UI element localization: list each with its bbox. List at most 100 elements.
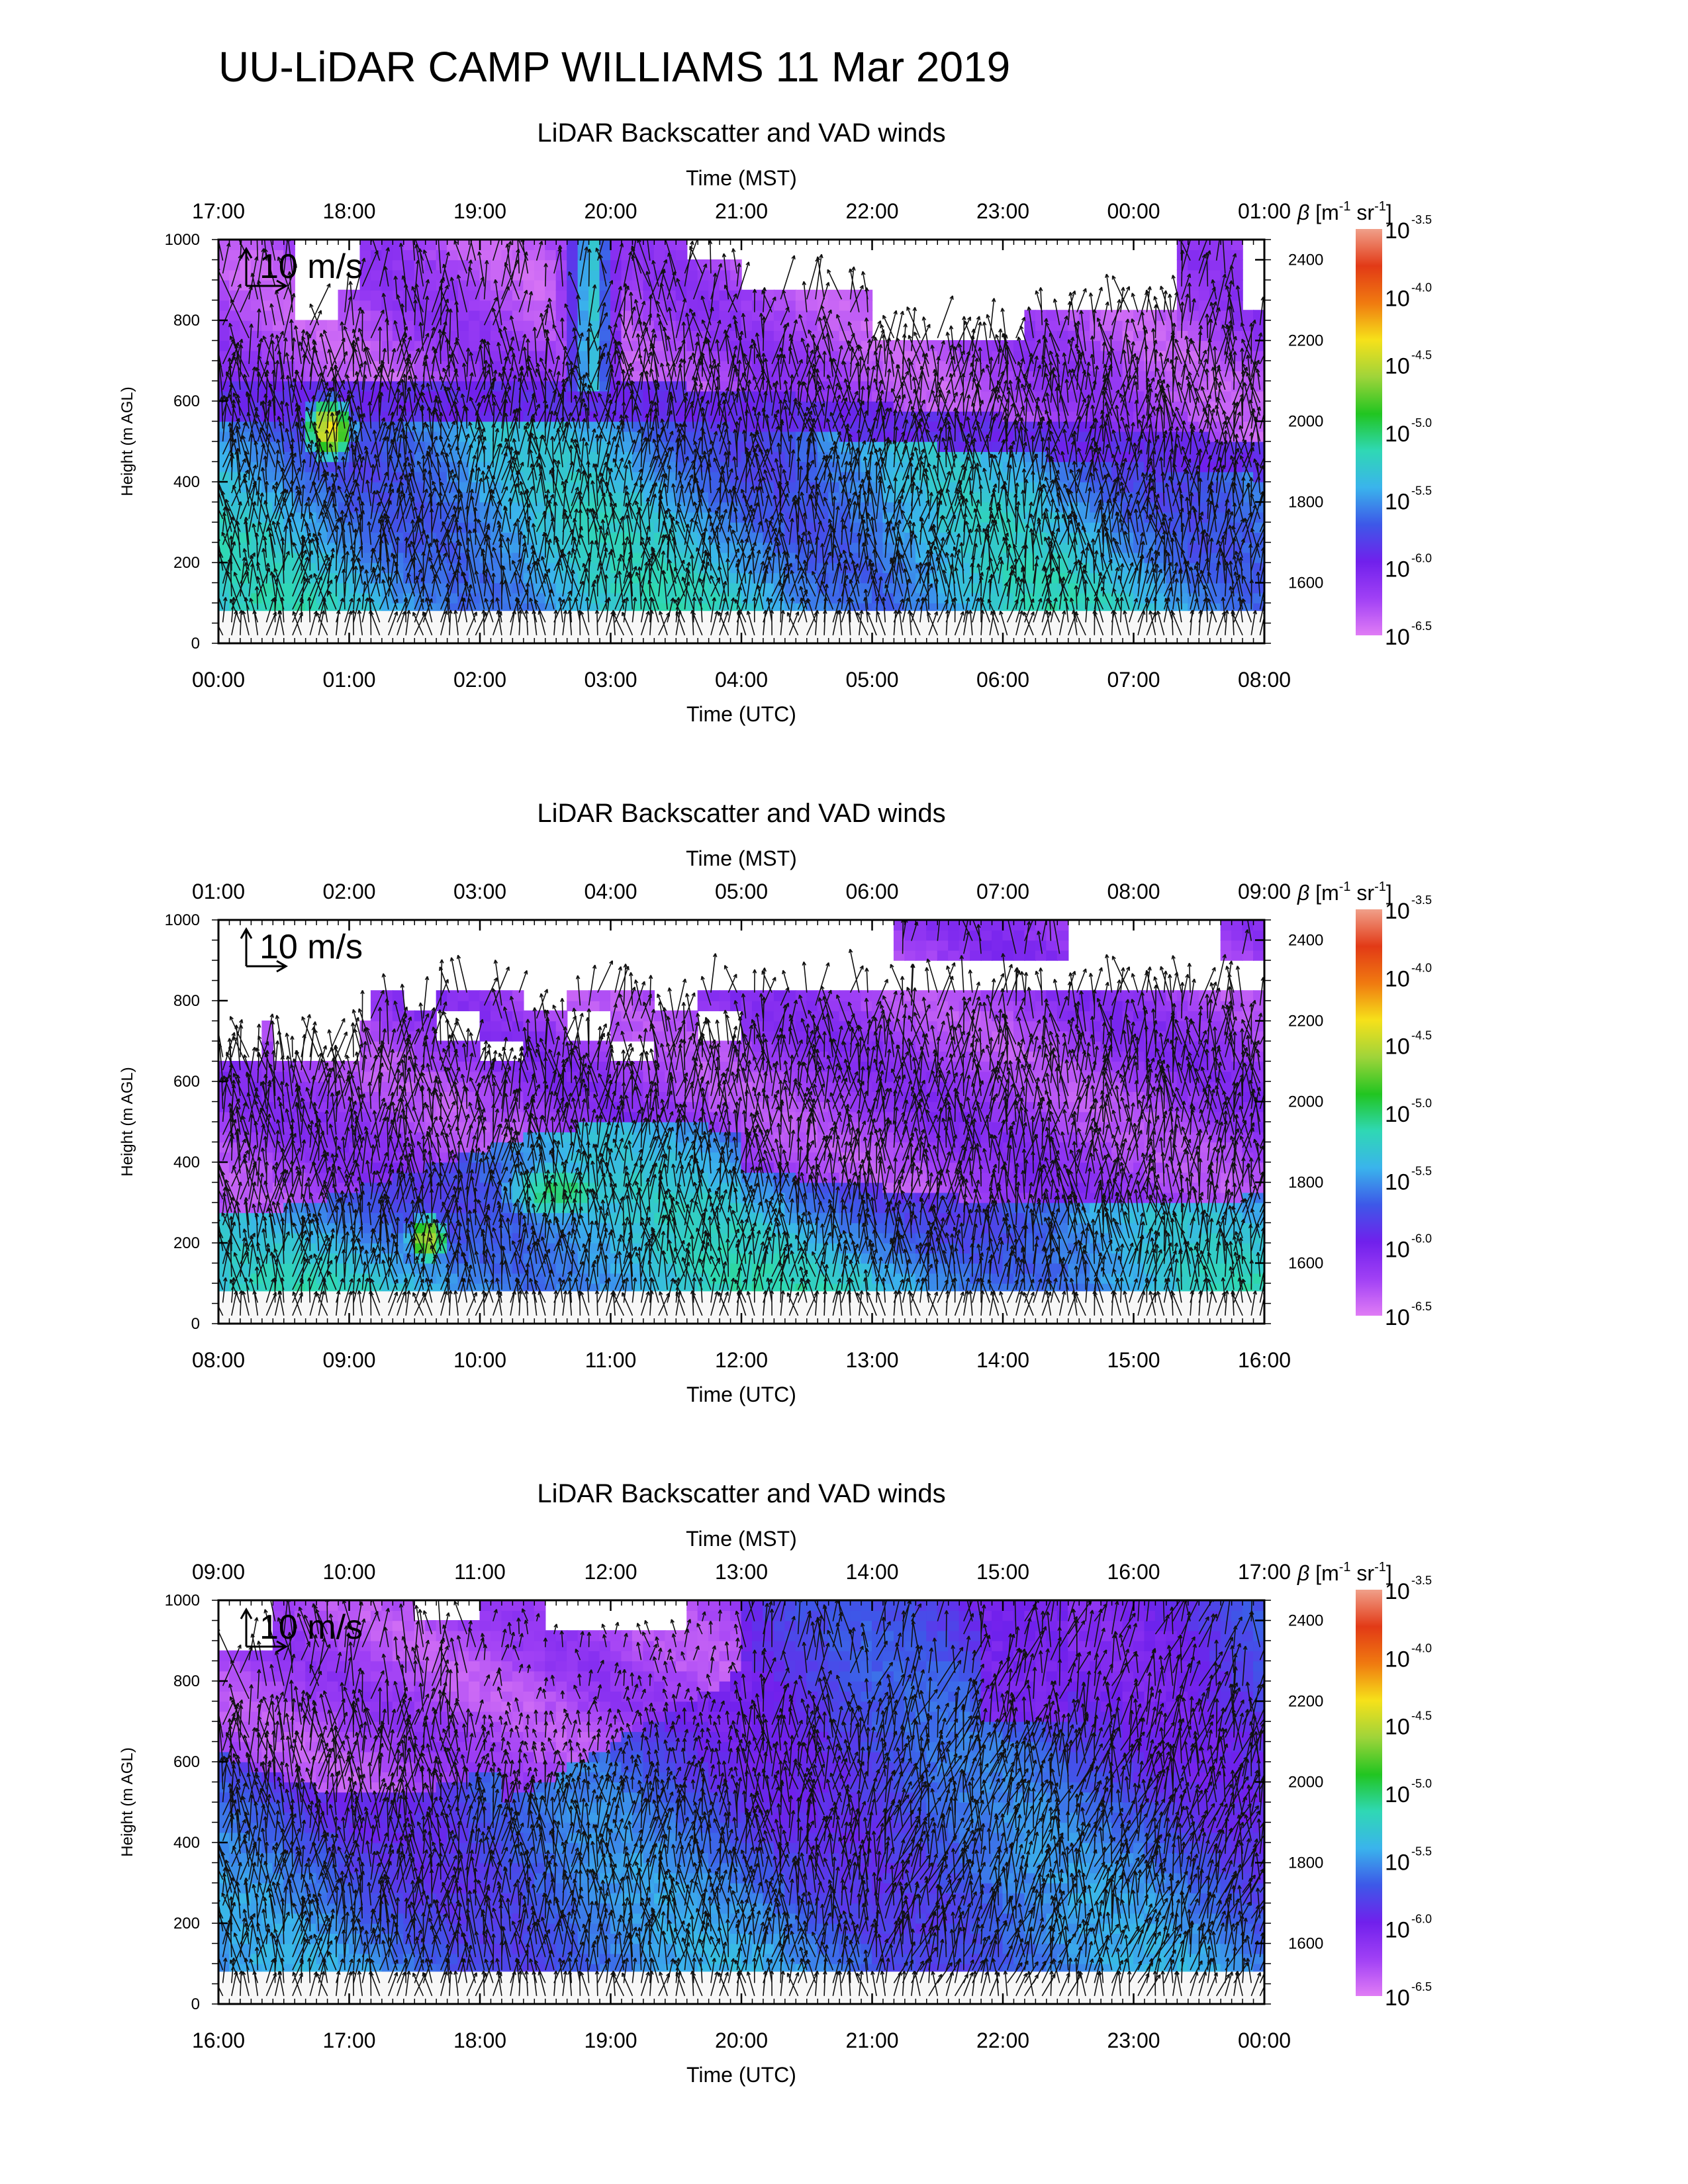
colorbar-label: β [m-1 sr-1] bbox=[1297, 1560, 1392, 1585]
right-tick-label: 2200 bbox=[1288, 1013, 1323, 1030]
left-tick-label: 600 bbox=[173, 392, 200, 410]
colorbar-tick-base: 10 bbox=[1385, 218, 1410, 244]
panel-1: LiDAR Backscatter and VAD winds Time (MST… bbox=[118, 118, 1432, 726]
left-tick-label: 400 bbox=[173, 1154, 200, 1171]
left-minor-ticks bbox=[212, 919, 218, 1324]
panel-title: LiDAR Backscatter and VAD winds bbox=[537, 799, 945, 828]
left-tick-label: 200 bbox=[173, 1915, 200, 1933]
bottom-tick-label: 23:00 bbox=[1107, 2028, 1160, 2052]
right-tick-label: 2000 bbox=[1288, 413, 1323, 431]
vad-wind-arrows bbox=[218, 1600, 1264, 1997]
bottom-tick-label: 21:00 bbox=[845, 2028, 898, 2052]
top-tick-label: 05:00 bbox=[715, 880, 768, 903]
vector-key-arrow bbox=[240, 927, 289, 973]
colorbar-label: β [m-1 sr-1] bbox=[1297, 199, 1392, 224]
bottom-tick-label: 03:00 bbox=[584, 668, 637, 692]
colorbar-tick-exponent: -6.5 bbox=[1411, 1300, 1432, 1313]
bottom-tick-label: 13:00 bbox=[845, 1348, 898, 1372]
top-axis-label: Time (MST) bbox=[686, 1527, 797, 1551]
bottom-tick-label: 05:00 bbox=[845, 668, 898, 692]
colorbar-tick-exponent: -6.0 bbox=[1411, 1913, 1432, 1926]
right-tick-label: 1600 bbox=[1288, 1935, 1323, 1953]
bottom-tick-label: 09:00 bbox=[322, 1348, 375, 1372]
bottom-tick-label: 10:00 bbox=[453, 1348, 506, 1372]
top-tick-label: 21:00 bbox=[715, 199, 768, 223]
left-axis-label: Height (m AGL) bbox=[118, 1067, 136, 1176]
top-tick-label: 12:00 bbox=[584, 1560, 637, 1584]
left-tick-label: 0 bbox=[191, 635, 200, 653]
bottom-tick-label: 11:00 bbox=[585, 1348, 637, 1372]
colorbar bbox=[1356, 1590, 1382, 1996]
vector-key-label: 10 m/s bbox=[259, 248, 363, 286]
right-tick-label: 2400 bbox=[1288, 251, 1323, 269]
colorbar-tick-base: 10 bbox=[1385, 1238, 1410, 1263]
colorbar-tick-exponent: -3.5 bbox=[1411, 1574, 1432, 1587]
bottom-tick-label: 04:00 bbox=[715, 668, 768, 692]
colorbar-tick-base: 10 bbox=[1385, 1918, 1410, 1943]
bottom-axis-label: Time (UTC) bbox=[686, 702, 796, 726]
top-tick-label: 01:00 bbox=[1238, 199, 1291, 223]
colorbar-tick-base: 10 bbox=[1385, 1985, 1410, 2011]
right-tick-label: 2000 bbox=[1288, 1093, 1323, 1111]
colorbar-tick-base: 10 bbox=[1385, 1034, 1410, 1060]
left-axis-label: Height (m AGL) bbox=[118, 387, 136, 496]
top-tick-label: 09:00 bbox=[192, 1560, 245, 1584]
colorbar-tick-base: 10 bbox=[1385, 1647, 1410, 1672]
top-tick-label: 20:00 bbox=[584, 199, 637, 223]
right-minor-ticks bbox=[1264, 239, 1271, 644]
right-tick-label: 1600 bbox=[1288, 1255, 1323, 1273]
top-tick-label: 10:00 bbox=[322, 1560, 375, 1584]
colorbar-tick-base: 10 bbox=[1385, 966, 1410, 991]
colorbar-tick-base: 10 bbox=[1385, 1169, 1410, 1195]
right-tick-label: 2200 bbox=[1288, 1693, 1323, 1711]
left-tick-label: 1000 bbox=[165, 911, 200, 929]
top-tick-label: 09:00 bbox=[1238, 880, 1291, 903]
colorbar-tick-exponent: -4.5 bbox=[1411, 1029, 1432, 1042]
vector-key-label: 10 m/s bbox=[259, 1608, 363, 1647]
bottom-tick-label: 08:00 bbox=[192, 1348, 245, 1372]
left-minor-ticks bbox=[212, 1600, 218, 2005]
top-tick-label: 01:00 bbox=[192, 880, 245, 903]
colorbar-tick-base: 10 bbox=[1385, 557, 1410, 582]
minor-ticks bbox=[228, 240, 1254, 643]
colorbar-tick-exponent: -3.5 bbox=[1411, 893, 1432, 907]
bottom-axis-label: Time (UTC) bbox=[686, 2063, 796, 2087]
left-axis-label: Height (m AGL) bbox=[118, 1747, 136, 1856]
top-tick-label: 13:00 bbox=[715, 1560, 768, 1584]
colorbar-tick-exponent: -5.0 bbox=[1411, 416, 1432, 430]
top-tick-label: 02:00 bbox=[322, 880, 375, 903]
panel-title: LiDAR Backscatter and VAD winds bbox=[537, 1479, 945, 1508]
bottom-tick-label: 08:00 bbox=[1238, 668, 1291, 692]
left-tick-label: 200 bbox=[173, 554, 200, 572]
colorbar-tick-exponent: -6.5 bbox=[1411, 1980, 1432, 1993]
top-tick-label: 19:00 bbox=[453, 199, 506, 223]
colorbar-tick-exponent: -5.0 bbox=[1411, 1097, 1432, 1110]
figure-title: UU-LiDAR CAMP WILLIAMS 11 Mar 2019 bbox=[218, 43, 1011, 91]
panel-2: LiDAR Backscatter and VAD winds Time (MST… bbox=[118, 799, 1432, 1406]
left-tick-label: 800 bbox=[173, 1672, 200, 1690]
right-tick-label: 1800 bbox=[1288, 1854, 1323, 1872]
colorbar-tick-exponent: -5.5 bbox=[1411, 1164, 1432, 1177]
top-axis-label: Time (MST) bbox=[686, 166, 797, 190]
bottom-tick-label: 15:00 bbox=[1107, 1348, 1160, 1372]
colorbar-tick-base: 10 bbox=[1385, 1715, 1410, 1740]
colorbar-tick-base: 10 bbox=[1385, 1102, 1410, 1127]
right-tick-label: 2200 bbox=[1288, 332, 1323, 350]
top-tick-label: 23:00 bbox=[976, 199, 1029, 223]
vad-wind-arrows bbox=[218, 240, 1264, 636]
colorbar-tick-exponent: -6.0 bbox=[1411, 1232, 1432, 1246]
bottom-tick-label: 14:00 bbox=[976, 1348, 1029, 1372]
top-tick-label: 06:00 bbox=[845, 880, 898, 903]
vector-key-label: 10 m/s bbox=[259, 928, 363, 966]
right-minor-ticks bbox=[1264, 1600, 1271, 2005]
left-tick-label: 1000 bbox=[165, 1592, 200, 1610]
top-tick-label: 04:00 bbox=[584, 880, 637, 903]
top-tick-label: 00:00 bbox=[1107, 199, 1160, 223]
bottom-tick-label: 16:00 bbox=[192, 2028, 245, 2052]
colorbar-tick-base: 10 bbox=[1385, 422, 1410, 447]
bottom-tick-label: 18:00 bbox=[453, 2028, 506, 2052]
top-tick-label: 22:00 bbox=[845, 199, 898, 223]
left-tick-label: 600 bbox=[173, 1073, 200, 1091]
top-tick-label: 07:00 bbox=[976, 880, 1029, 903]
